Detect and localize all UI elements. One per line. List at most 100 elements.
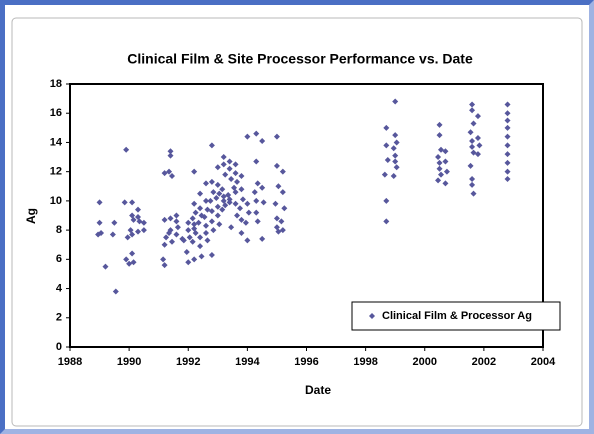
data-point bbox=[232, 161, 239, 168]
data-point bbox=[216, 221, 223, 228]
data-point bbox=[96, 199, 103, 206]
data-point bbox=[504, 133, 511, 140]
data-point bbox=[443, 168, 450, 175]
data-point bbox=[185, 259, 192, 266]
y-tick-label: 2 bbox=[56, 312, 62, 324]
data-point bbox=[238, 186, 245, 193]
data-point bbox=[191, 256, 198, 263]
data-point bbox=[219, 186, 226, 193]
data-point bbox=[163, 234, 170, 241]
data-point bbox=[504, 101, 511, 108]
data-point bbox=[504, 117, 511, 124]
data-point bbox=[208, 142, 215, 149]
y-axis-label: Ag bbox=[24, 208, 38, 224]
data-point bbox=[160, 256, 167, 263]
data-point bbox=[383, 142, 390, 149]
data-point bbox=[259, 137, 266, 144]
data-point bbox=[474, 135, 481, 142]
data-point bbox=[390, 173, 397, 180]
data-point bbox=[469, 107, 476, 114]
data-point bbox=[253, 130, 260, 137]
data-point bbox=[442, 148, 449, 155]
data-point bbox=[140, 219, 147, 226]
data-point bbox=[470, 120, 477, 127]
data-point bbox=[232, 170, 239, 177]
data-point bbox=[202, 197, 209, 204]
data-point bbox=[222, 202, 229, 209]
data-point bbox=[210, 227, 217, 234]
data-point bbox=[166, 168, 173, 175]
data-point bbox=[129, 231, 136, 238]
chart-border bbox=[11, 17, 583, 427]
data-point bbox=[202, 230, 209, 237]
data-point bbox=[469, 181, 476, 188]
data-point bbox=[166, 230, 173, 237]
data-point bbox=[180, 237, 187, 244]
data-point bbox=[253, 209, 260, 216]
data-point bbox=[383, 218, 390, 225]
data-point bbox=[192, 209, 199, 216]
data-point bbox=[96, 219, 103, 226]
data-point bbox=[222, 171, 229, 178]
data-point bbox=[202, 180, 209, 187]
data-point bbox=[173, 212, 180, 219]
data-point bbox=[208, 251, 215, 258]
data-point bbox=[208, 218, 215, 225]
data-point bbox=[186, 234, 193, 241]
data-point bbox=[469, 101, 476, 108]
x-tick-label: 2004 bbox=[531, 356, 556, 368]
data-point bbox=[253, 158, 260, 165]
data-point bbox=[390, 145, 397, 152]
data-point bbox=[251, 189, 258, 196]
data-point bbox=[383, 124, 390, 131]
data-point bbox=[392, 98, 399, 105]
legend: Clinical Film & Processor Ag bbox=[351, 301, 561, 331]
data-point bbox=[167, 152, 174, 159]
y-tick-label: 8 bbox=[56, 224, 62, 236]
data-point bbox=[438, 171, 445, 178]
data-point bbox=[279, 189, 286, 196]
data-point bbox=[140, 227, 147, 234]
data-point bbox=[436, 165, 443, 172]
data-point bbox=[504, 175, 511, 182]
data-point bbox=[232, 189, 239, 196]
data-point bbox=[220, 161, 227, 168]
data-point bbox=[504, 151, 511, 158]
data-point bbox=[214, 203, 221, 210]
data-point bbox=[102, 263, 109, 270]
data-point bbox=[474, 113, 481, 120]
legend-marker bbox=[369, 313, 375, 319]
y-tick-label: 18 bbox=[50, 78, 62, 90]
data-point bbox=[210, 189, 217, 196]
data-point bbox=[228, 175, 235, 182]
data-point bbox=[191, 168, 198, 175]
data-point bbox=[393, 139, 400, 146]
data-point bbox=[435, 177, 442, 184]
data-point bbox=[208, 178, 215, 185]
data-point bbox=[442, 158, 449, 165]
y-tick-label: 16 bbox=[50, 107, 62, 119]
y-tick-label: 0 bbox=[56, 341, 62, 353]
data-point bbox=[168, 173, 175, 180]
data-point bbox=[204, 237, 211, 244]
data-point bbox=[234, 212, 241, 219]
data-point bbox=[197, 205, 204, 212]
data-point bbox=[185, 219, 192, 226]
data-point bbox=[173, 231, 180, 238]
data-point bbox=[130, 216, 137, 223]
data-point bbox=[129, 199, 136, 206]
data-point bbox=[469, 143, 476, 150]
data-point bbox=[253, 197, 260, 204]
data-point bbox=[214, 181, 221, 188]
data-point bbox=[392, 158, 399, 165]
data-point bbox=[226, 199, 233, 206]
x-tick-label: 1988 bbox=[58, 356, 82, 368]
data-point bbox=[130, 259, 137, 266]
data-point bbox=[213, 194, 220, 201]
data-point bbox=[161, 241, 168, 248]
data-point bbox=[232, 200, 239, 207]
x-axis-label: Date bbox=[305, 383, 331, 397]
data-point bbox=[214, 212, 221, 219]
data-point bbox=[244, 200, 251, 207]
